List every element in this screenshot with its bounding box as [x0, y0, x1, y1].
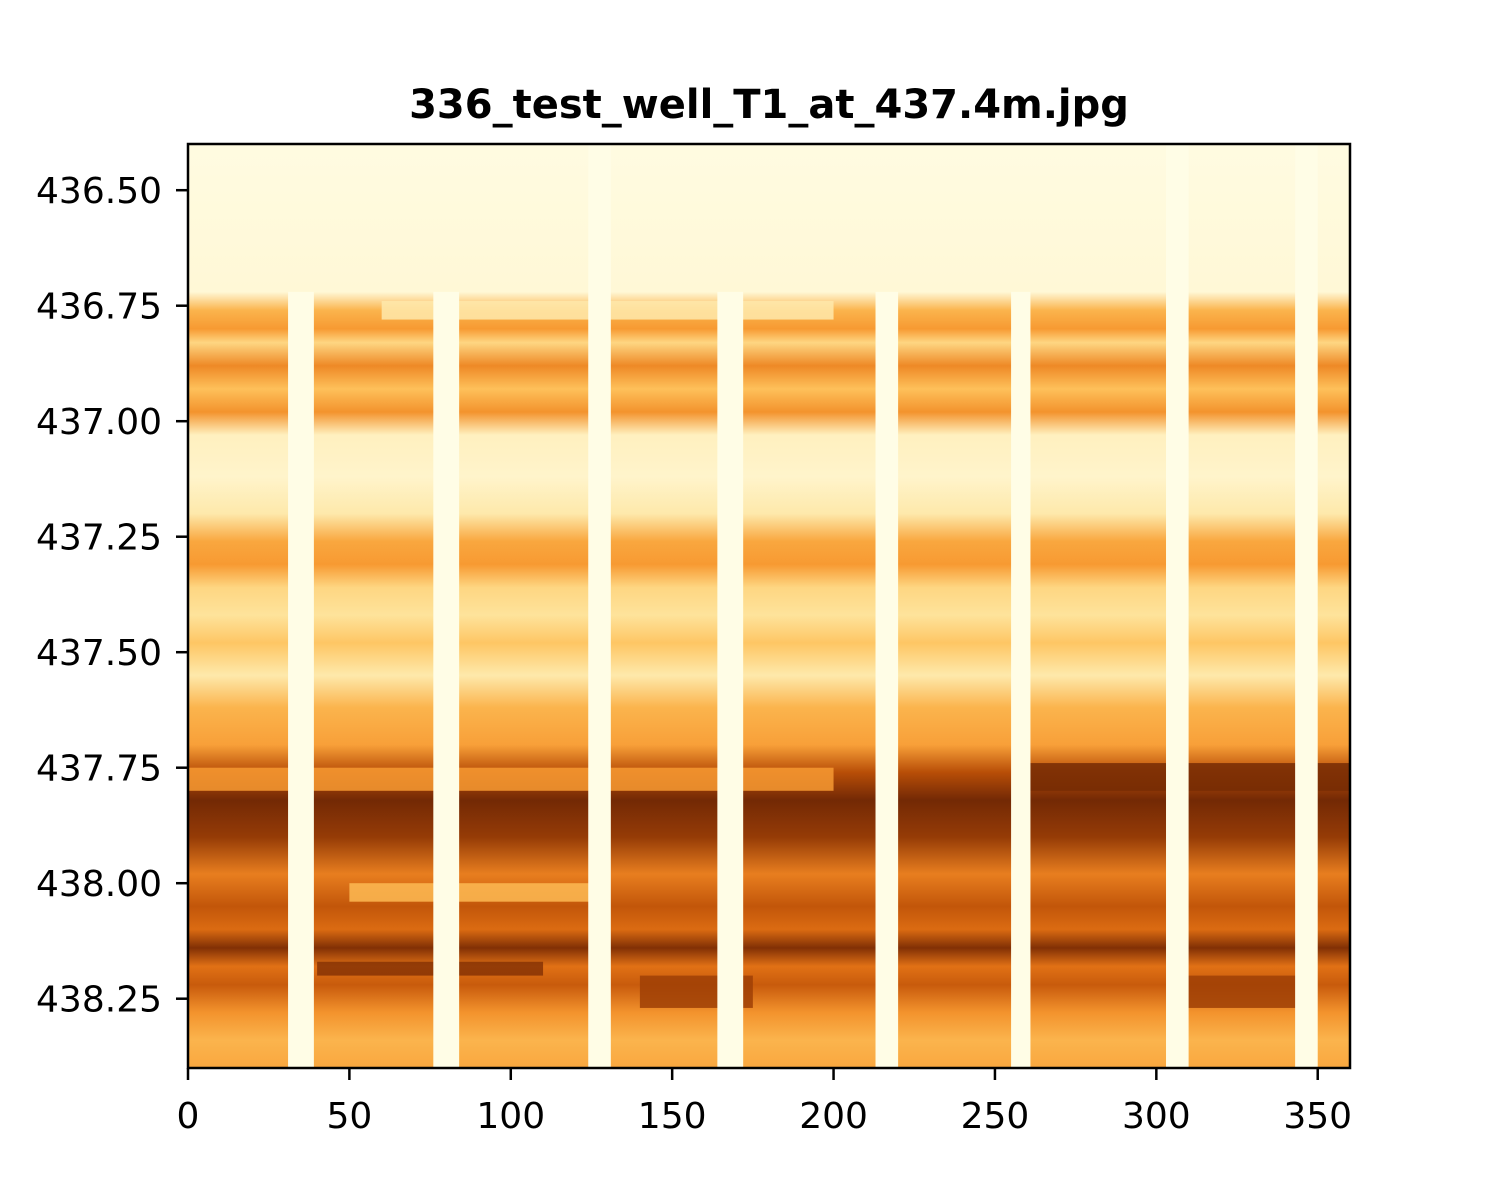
- y-tick-label-5: 437.75: [36, 749, 162, 790]
- heatmap-background: [188, 144, 1350, 1068]
- blank-stripe-5: [1011, 291, 1031, 1068]
- blank-stripe-2: [588, 144, 611, 1068]
- y-tick-label-3: 437.25: [36, 518, 162, 559]
- x-tick-label-6: 300: [1122, 1096, 1191, 1137]
- heat-band-6: [1172, 975, 1302, 1008]
- y-tick-label-6: 438.00: [36, 864, 162, 905]
- x-tick-label-4: 200: [799, 1096, 868, 1137]
- y-tick-label-2: 437.00: [36, 402, 162, 443]
- x-tick-label-2: 100: [476, 1096, 545, 1137]
- blank-stripe-7: [1295, 144, 1318, 1068]
- heat-band-4: [317, 961, 544, 976]
- plot-area: [188, 144, 1350, 1068]
- x-tick-label-3: 150: [638, 1096, 707, 1137]
- blank-stripe-4: [875, 291, 899, 1068]
- heat-band-1: [188, 767, 834, 791]
- y-axis: 436.50 436.75 437.00 437.25 437.50 437.75 438.…: [36, 171, 188, 1021]
- chart-title: 336_test_well_T1_at_437.4m.jpg: [409, 82, 1129, 128]
- x-tick-label-1: 50: [326, 1096, 372, 1137]
- x-axis: 0 50 100 150 200 250 300 350: [177, 1068, 1352, 1137]
- blank-stripes: [288, 144, 1318, 1068]
- blank-stripe-0: [288, 291, 314, 1068]
- blank-stripe-6: [1166, 144, 1189, 1068]
- y-tick-label-0: 436.50: [36, 171, 162, 212]
- y-tick-label-7: 438.25: [36, 980, 162, 1021]
- y-tick-label-1: 436.75: [36, 287, 162, 328]
- x-tick-label-7: 350: [1283, 1096, 1352, 1137]
- plot-frame: [186, 142, 1352, 1070]
- x-tick-label-0: 0: [177, 1096, 200, 1137]
- x-tick-label-5: 250: [961, 1096, 1030, 1137]
- y-tick-label-4: 437.50: [36, 633, 162, 674]
- blank-stripe-1: [433, 291, 460, 1068]
- blank-stripe-3: [717, 291, 744, 1068]
- heat-band-3: [349, 883, 608, 902]
